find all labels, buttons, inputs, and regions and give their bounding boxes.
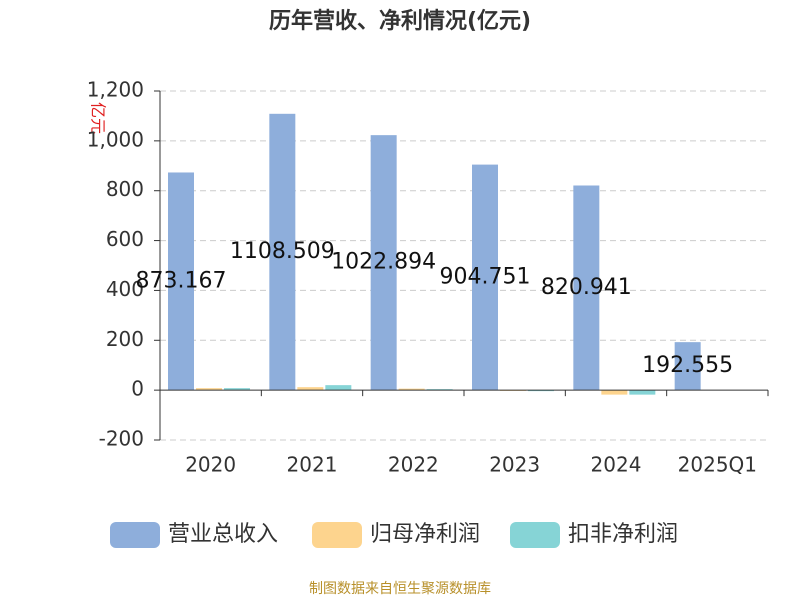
- data-label: 192.555: [642, 353, 733, 378]
- data-label: 904.751: [440, 264, 531, 289]
- legend-label: 归母净利润: [370, 522, 480, 547]
- y-tick-label: 1,000: [87, 127, 144, 151]
- bar: [269, 113, 296, 391]
- data-label: 1022.894: [331, 250, 436, 275]
- x-tick-label: 2024: [591, 453, 642, 477]
- data-label: 1108.509: [230, 239, 335, 264]
- y-tick-label: 800: [106, 177, 144, 201]
- bar: [325, 385, 352, 391]
- x-tick-label: 2023: [489, 453, 540, 477]
- legend-swatch: [510, 522, 560, 548]
- data-label: 873.167: [136, 268, 227, 293]
- bar: [674, 342, 701, 391]
- y-tick-label: -200: [99, 427, 144, 451]
- bar: [398, 388, 425, 391]
- bar: [196, 388, 222, 391]
- data-label: 820.941: [541, 275, 632, 300]
- bar: [472, 164, 498, 391]
- y-tick-label: 200: [106, 327, 144, 351]
- source: 制图数据来自恒生聚源数据库: [309, 581, 491, 597]
- bar: [629, 390, 656, 395]
- legend-swatch: [110, 522, 160, 548]
- y-axis-label: 亿元: [89, 102, 108, 134]
- chart-title: 历年营收、净利情况(亿元): [269, 8, 531, 34]
- bar: [224, 388, 250, 391]
- bar: [297, 387, 324, 391]
- y-tick-label: 400: [106, 277, 144, 301]
- x-tick-label: 2020: [185, 453, 236, 477]
- legend-swatch: [312, 522, 362, 548]
- y-tick-label: 600: [106, 227, 144, 251]
- bar: [168, 172, 194, 391]
- bar: [573, 185, 600, 391]
- legend-label: 扣非净利润: [568, 522, 678, 547]
- y-tick-label: 1,200: [87, 78, 144, 102]
- x-tick-label: 2022: [388, 453, 439, 477]
- bar: [601, 390, 628, 395]
- bar: [370, 135, 397, 391]
- x-tick-label: 2021: [287, 453, 338, 477]
- legend-label: 营业总收入: [168, 522, 278, 547]
- x-tick-label: 2025Q1: [678, 453, 757, 477]
- y-tick-label: 0: [131, 377, 144, 401]
